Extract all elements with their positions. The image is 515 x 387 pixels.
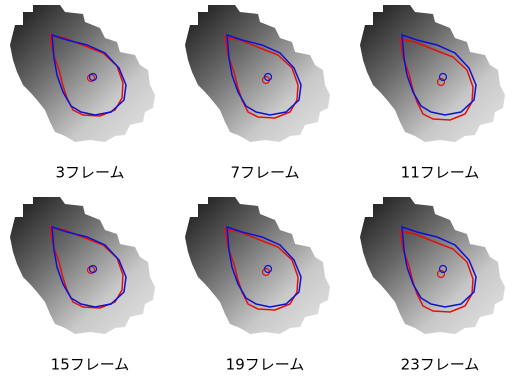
tissue-image xyxy=(10,5,155,142)
image-panel: 19フレーム xyxy=(185,197,330,374)
panel-label: 23フレーム xyxy=(401,356,480,374)
image-panel: 11フレーム xyxy=(360,5,505,182)
tissue-image xyxy=(360,5,505,142)
panel-label: 11フレーム xyxy=(401,164,480,182)
panel-label: 19フレーム xyxy=(226,356,305,374)
image-panel: 3フレーム xyxy=(10,5,155,182)
panel-label: 3フレーム xyxy=(55,164,124,182)
tissue-image xyxy=(185,197,330,334)
tissue-image xyxy=(360,197,505,334)
panel-label: 7フレーム xyxy=(230,164,299,182)
figure: 3フレーム 7フレーム 11フレーム 15フレーム 19フレーム 23フレーム xyxy=(0,0,515,387)
image-panel: 15フレーム xyxy=(10,197,155,374)
image-panel: 23フレーム xyxy=(360,197,505,374)
image-panel: 7フレーム xyxy=(185,5,330,182)
tissue-image xyxy=(185,5,330,142)
page: 3フレーム7フレーム11フレーム15フレーム19フレーム23フレーム (() =… xyxy=(0,0,515,387)
tissue-image xyxy=(10,197,155,334)
panel-label: 15フレーム xyxy=(51,356,130,374)
